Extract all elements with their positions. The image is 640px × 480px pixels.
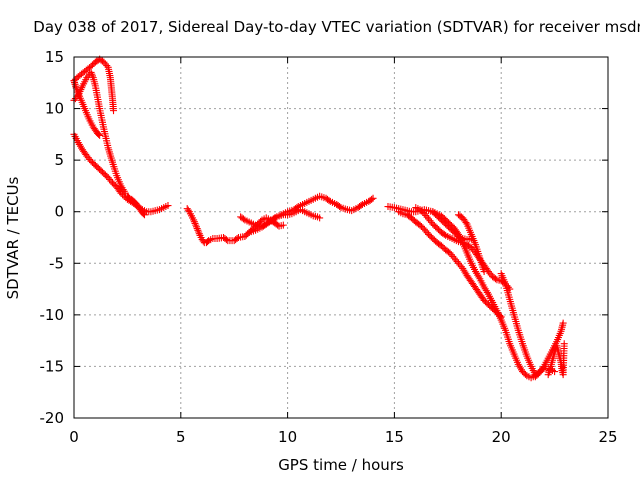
y-tick-label: -15 (40, 357, 65, 375)
data-point (95, 130, 103, 138)
data-point (192, 223, 200, 231)
data-point (492, 275, 500, 283)
series-arc-p (544, 340, 568, 379)
data-point (453, 231, 461, 239)
y-tick-label: 15 (45, 48, 64, 66)
data-point (184, 206, 192, 214)
data-point (457, 263, 465, 271)
x-tick-label: 25 (598, 428, 617, 446)
data-point (195, 228, 203, 236)
y-tick-label: -20 (40, 409, 65, 427)
data-point (497, 313, 505, 321)
series-arc-j (395, 208, 505, 321)
data-point (89, 72, 97, 80)
data-point (139, 210, 147, 218)
y-tick-label: 5 (54, 151, 64, 169)
series-arc-f (183, 192, 377, 247)
x-tick-label: 5 (176, 428, 186, 446)
data-point (193, 225, 201, 233)
data-point (190, 216, 198, 224)
data-point (316, 214, 324, 222)
y-tick-label: 10 (45, 100, 64, 118)
series-arc-i (384, 203, 559, 382)
data-point (279, 221, 287, 229)
series-arc-d (70, 130, 172, 216)
data-point (195, 230, 203, 238)
y-axis-title: SDTVAR / TECUs (4, 176, 22, 299)
data-point (191, 219, 199, 227)
data-point (357, 202, 365, 210)
data-point (560, 340, 568, 348)
x-tick-label: 15 (385, 428, 404, 446)
series-arc-n (497, 270, 539, 379)
data-point (110, 107, 118, 115)
data-point (96, 131, 104, 139)
data-point (190, 218, 198, 226)
data-point (369, 194, 377, 202)
data-point (559, 319, 567, 327)
plot-frame (73, 56, 609, 419)
data-point (336, 203, 344, 211)
data-point (117, 189, 125, 197)
x-axis-title: GPS time / hours (278, 456, 404, 474)
data-point (119, 191, 127, 199)
data-points (70, 55, 568, 382)
data-point (87, 68, 95, 76)
data-point (140, 211, 148, 219)
data-point (233, 235, 241, 243)
x-tick-label: 10 (278, 428, 297, 446)
data-point (480, 268, 488, 276)
series-arc-c (70, 77, 104, 139)
data-point (293, 204, 301, 212)
data-point (539, 364, 547, 372)
data-point (194, 226, 202, 234)
y-tick-label: -10 (40, 306, 65, 324)
data-point (257, 217, 265, 225)
data-point (103, 62, 111, 70)
data-point (192, 221, 200, 229)
data-point (239, 215, 247, 223)
series-arc-b (70, 68, 129, 197)
data-point (164, 202, 172, 210)
series-arc-a (70, 55, 118, 115)
data-point (521, 370, 529, 378)
series-arc-m (454, 211, 488, 276)
data-point (368, 195, 376, 203)
data-point (88, 70, 96, 78)
series-arc-e (123, 192, 148, 219)
x-tick-label: 20 (492, 428, 511, 446)
chart-title: Day 038 of 2017, Sidereal Day-to-day VTE… (33, 18, 640, 36)
y-tick-label: -5 (49, 254, 64, 272)
data-point (222, 236, 230, 244)
data-point (496, 312, 504, 320)
y-tick-label: 0 (54, 203, 64, 221)
data-point (325, 196, 333, 204)
series-arc-h (245, 214, 287, 236)
data-point (440, 230, 448, 238)
data-point (551, 368, 559, 376)
axes: 0 5 10 15 20 25 -20 -15 -10 -5 0 5 10 15 (40, 48, 618, 446)
data-point (462, 219, 470, 227)
x-tick-label: 0 (69, 428, 79, 446)
